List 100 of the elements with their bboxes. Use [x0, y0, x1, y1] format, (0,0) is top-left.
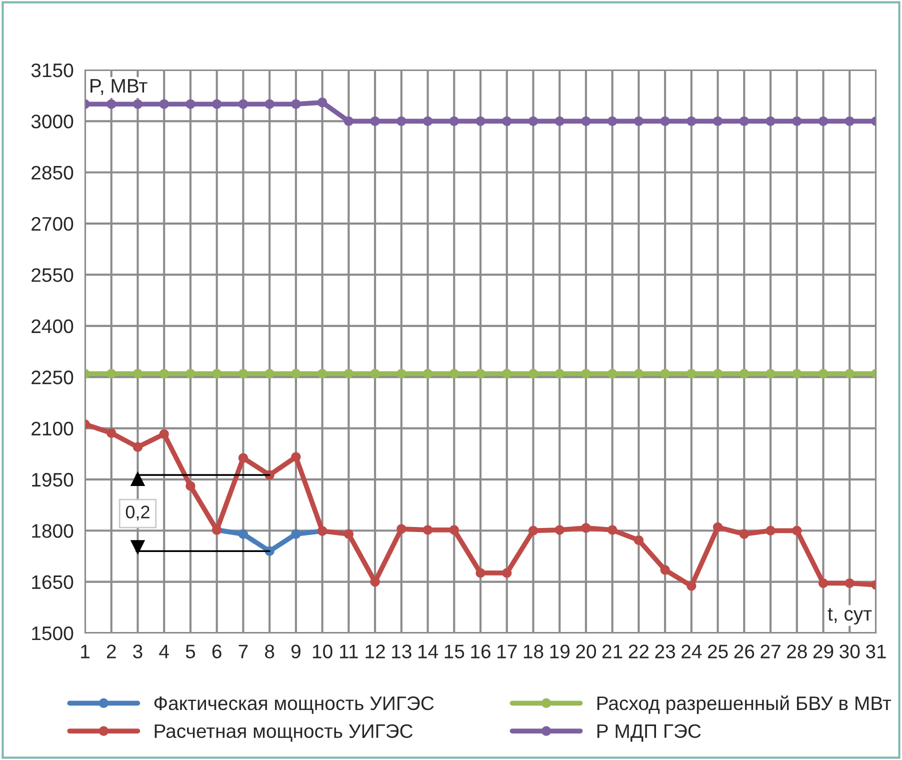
point [844, 578, 854, 588]
y-tick-label: 2550 [32, 268, 74, 282]
point [344, 529, 354, 539]
x-tick-label: 5 [186, 644, 196, 658]
point [159, 99, 169, 109]
x-tick-label: 11 [340, 644, 358, 658]
point [634, 116, 644, 126]
point [712, 522, 723, 532]
x-tick-label: 22 [628, 644, 649, 658]
legend-label: Расчетная мощность УИГЭС [154, 724, 413, 742]
point [476, 568, 486, 578]
point [186, 368, 196, 379]
point [212, 99, 222, 109]
point [818, 116, 828, 126]
point [634, 368, 644, 379]
point [186, 99, 196, 109]
point [449, 116, 459, 126]
y-axis-title: P, МВт [90, 79, 148, 96]
point [291, 368, 301, 379]
point [660, 116, 670, 126]
x-tick-label: 19 [550, 644, 570, 658]
point [792, 526, 802, 536]
point [712, 116, 723, 126]
point [264, 368, 274, 379]
point [660, 368, 670, 379]
y-tick-label: 1950 [32, 472, 74, 487]
y-tick-label: 1650 [32, 575, 74, 590]
point [476, 368, 486, 379]
point [792, 368, 802, 379]
point [528, 368, 538, 379]
x-axis-title: t, сут [828, 608, 872, 625]
x-tick-label: 17 [498, 644, 517, 658]
point [396, 524, 406, 534]
point [238, 529, 248, 539]
y-tick-label: 3000 [31, 114, 74, 128]
point [818, 578, 828, 588]
point [634, 535, 644, 546]
x-tick-label: 4 [159, 644, 169, 658]
x-tick-label: 27 [760, 644, 780, 658]
y-tick-label: 2400 [32, 319, 74, 334]
y-tick-label: 1500 [32, 626, 74, 640]
point [370, 368, 380, 379]
point [607, 368, 618, 379]
point [291, 529, 301, 539]
y-tick-label: 2700 [32, 217, 74, 231]
y-tick-label: 3150 [31, 63, 74, 78]
x-tick-label: 29 [813, 644, 834, 658]
annotation: 0,2 [126, 506, 150, 521]
point [766, 368, 776, 379]
point [554, 116, 564, 126]
point [502, 368, 512, 379]
point [554, 525, 564, 535]
point [264, 99, 274, 109]
legend-label: Фактическая мощность УИГЭС [154, 696, 434, 714]
point [792, 116, 802, 126]
point [739, 529, 750, 539]
x-tick-label: 25 [708, 644, 728, 658]
point [818, 368, 828, 379]
y-tick-label: 2850 [32, 166, 74, 180]
point [344, 368, 354, 379]
point [132, 442, 143, 452]
point [159, 368, 169, 379]
x-tick-label: 8 [265, 644, 274, 658]
point [106, 428, 116, 438]
point [159, 429, 169, 439]
point [581, 523, 591, 533]
point [686, 116, 696, 126]
x-tick-label: 28 [787, 644, 807, 658]
point [766, 116, 776, 126]
point [317, 98, 328, 108]
point [291, 452, 301, 462]
point [132, 99, 143, 109]
x-tick-label: 24 [682, 644, 702, 658]
x-tick-label: 7 [238, 644, 248, 658]
x-tick-label: 13 [392, 644, 412, 658]
point [449, 525, 459, 535]
point [712, 368, 723, 379]
y-tick-label: 2250 [32, 370, 74, 384]
point [844, 116, 854, 126]
x-tick-label: 15 [444, 644, 464, 658]
point [238, 368, 248, 379]
y-tick-label: 2100 [32, 422, 74, 436]
point [212, 368, 222, 379]
point [370, 116, 380, 126]
point [317, 368, 328, 379]
x-tick-label: 16 [471, 644, 490, 658]
point [607, 116, 618, 126]
x-tick-label: 23 [655, 644, 676, 658]
x-tick-label: 1 [81, 644, 90, 658]
x-tick-label: 6 [212, 644, 222, 658]
point [502, 568, 512, 578]
point [502, 116, 512, 126]
x-tick-label: 9 [291, 644, 300, 658]
point [238, 99, 248, 109]
x-tick-label: 20 [576, 644, 596, 658]
point [132, 368, 143, 379]
point [422, 116, 433, 126]
point [396, 368, 406, 379]
legend-label: Р МДП ГЭС [597, 724, 701, 742]
x-tick-label: 3 [133, 644, 142, 658]
